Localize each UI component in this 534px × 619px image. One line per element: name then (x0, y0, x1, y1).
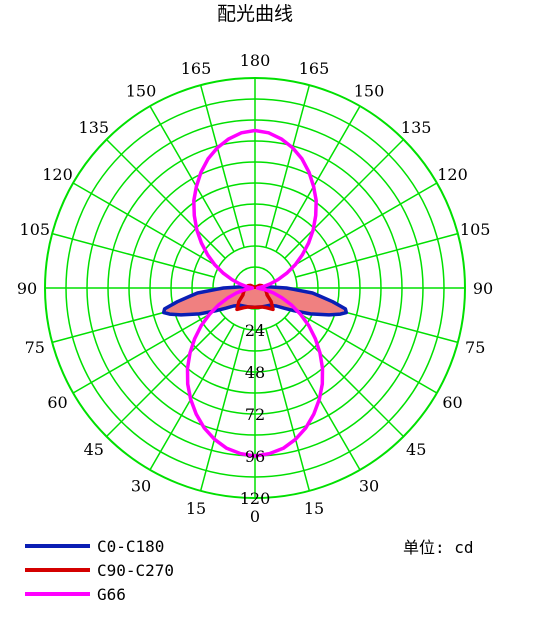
grid-spoke (199, 84, 245, 248)
angle-label: 60 (442, 393, 462, 412)
radial-tick-label: 48 (245, 363, 265, 382)
angle-label: 180 (240, 51, 271, 70)
legend: C0-C180 C90-C270 G66 (25, 537, 174, 604)
angle-label: 90 (17, 279, 37, 298)
angle-label: 75 (465, 338, 485, 357)
series-line-G66 (185, 128, 325, 458)
series-line-C90-C270 (235, 283, 275, 312)
legend-label: G66 (97, 585, 126, 604)
angle-label: 60 (47, 393, 67, 412)
angle-label: 90 (473, 279, 493, 298)
angle-label: 165 (299, 59, 330, 78)
angle-label: 45 (84, 440, 104, 459)
angle-label: 105 (20, 220, 51, 239)
grid-spoke (265, 84, 311, 248)
angle-label: 45 (406, 440, 426, 459)
radial-tick-label: 120 (240, 489, 271, 508)
legend-label: C0-C180 (97, 537, 164, 556)
grid-spoke (275, 105, 361, 253)
polar-grid (44, 77, 466, 499)
angle-labels: 180 0 165 150 135 120 105 90 75 60 45 30 15 165 150 135… (17, 51, 493, 526)
angle-label: 75 (25, 338, 45, 357)
series-fills (163, 285, 347, 315)
grid-spoke (51, 232, 215, 278)
grid-spoke (284, 138, 405, 259)
grid-spoke (105, 138, 226, 259)
grid-spoke (284, 317, 405, 438)
unit-label: 单位: cd (403, 538, 474, 557)
grid-spoke (265, 328, 311, 492)
angle-label: 15 (186, 499, 206, 518)
grid-spoke (295, 232, 459, 278)
grid-spoke (290, 182, 438, 268)
grid-spoke (105, 317, 226, 438)
grid-spoke (72, 182, 220, 268)
angle-label: 120 (437, 165, 468, 184)
angle-label: 105 (460, 220, 491, 239)
angle-label: 30 (359, 477, 379, 496)
series-fill-C90-C270 (237, 285, 273, 310)
angle-label: 165 (181, 59, 212, 78)
series-lines (161, 128, 349, 458)
angle-label: 150 (126, 82, 157, 101)
angle-label: 150 (354, 82, 385, 101)
grid-spoke (290, 308, 438, 394)
radial-tick-label: 24 (245, 321, 265, 340)
legend-label: C90-C270 (97, 561, 174, 580)
chart-title: 配光曲线 (217, 3, 293, 25)
grid-spoke (72, 308, 220, 394)
angle-label: 15 (304, 499, 324, 518)
angle-label: 30 (131, 477, 151, 496)
angle-label: 120 (42, 165, 73, 184)
angle-label: 0 (250, 507, 260, 526)
radial-tick-label: 96 (245, 447, 265, 466)
angle-label: 135 (401, 118, 432, 137)
grid-spoke (149, 105, 235, 253)
grid-spoke (199, 328, 245, 492)
radial-tick-label: 72 (245, 405, 265, 424)
radial-labels: 24 48 72 96 120 (240, 321, 271, 508)
angle-label: 135 (79, 118, 110, 137)
